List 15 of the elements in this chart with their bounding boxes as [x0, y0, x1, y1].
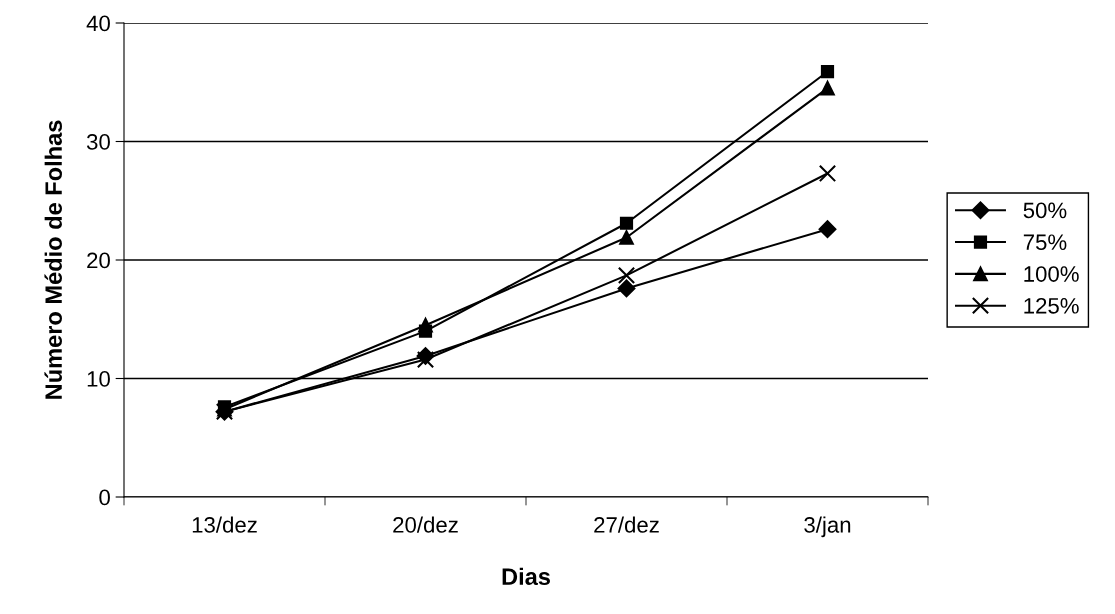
x-axis-title: Dias — [502, 567, 550, 586]
legend-label: 75% — [1023, 234, 1067, 251]
x-tick-label: 13/dez — [192, 516, 257, 533]
y-tick-label: 10 — [87, 371, 110, 387]
x-tick-label: 3/jan — [804, 516, 851, 538]
y-tick-label: 20 — [87, 252, 110, 269]
y-axis-title: Número Médio de Folhas — [44, 120, 62, 399]
x-tick-label: 20/dez — [393, 516, 458, 533]
legend-label: 100% — [1024, 266, 1079, 282]
legend-label: 50% — [1023, 202, 1067, 219]
x-tick-label: 27/dez — [594, 516, 659, 533]
legend-label: 125% — [1024, 297, 1079, 314]
y-tick-label: 30 — [86, 134, 110, 150]
y-tick-label: 0 — [99, 489, 110, 506]
y-tick-label: 40 — [86, 15, 110, 32]
